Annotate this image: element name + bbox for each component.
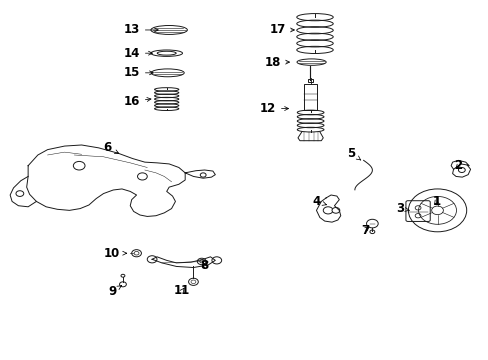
Circle shape: [458, 167, 464, 172]
Text: 1: 1: [431, 195, 440, 208]
Circle shape: [147, 256, 157, 263]
Circle shape: [134, 251, 139, 255]
Circle shape: [188, 278, 198, 285]
Text: 3: 3: [395, 202, 409, 215]
Text: 12: 12: [259, 102, 288, 115]
Bar: [307, 79, 312, 82]
Circle shape: [331, 207, 339, 213]
Text: 8: 8: [200, 259, 208, 272]
Text: 17: 17: [269, 23, 294, 36]
Circle shape: [200, 260, 203, 263]
Circle shape: [121, 274, 124, 277]
Text: 14: 14: [123, 47, 152, 60]
Text: 9: 9: [108, 285, 122, 298]
Text: 6: 6: [103, 141, 119, 154]
Text: 11: 11: [174, 284, 190, 297]
Text: 10: 10: [104, 247, 126, 260]
Circle shape: [414, 206, 420, 210]
Circle shape: [131, 249, 141, 257]
Text: 13: 13: [123, 23, 158, 36]
Text: 2: 2: [453, 159, 462, 172]
Text: 16: 16: [123, 95, 151, 108]
FancyBboxPatch shape: [405, 201, 429, 221]
Circle shape: [137, 173, 147, 180]
Circle shape: [119, 282, 126, 287]
Circle shape: [323, 207, 332, 214]
Text: 7: 7: [360, 224, 368, 237]
Bar: [303, 84, 317, 111]
Circle shape: [414, 213, 420, 218]
Text: 15: 15: [123, 66, 153, 79]
Circle shape: [191, 280, 196, 284]
Circle shape: [73, 161, 85, 170]
Text: 4: 4: [312, 195, 326, 208]
Text: 5: 5: [346, 147, 360, 160]
Circle shape: [197, 258, 205, 265]
Circle shape: [211, 257, 221, 264]
Text: 18: 18: [264, 55, 289, 69]
Circle shape: [200, 173, 205, 177]
Circle shape: [16, 191, 24, 197]
